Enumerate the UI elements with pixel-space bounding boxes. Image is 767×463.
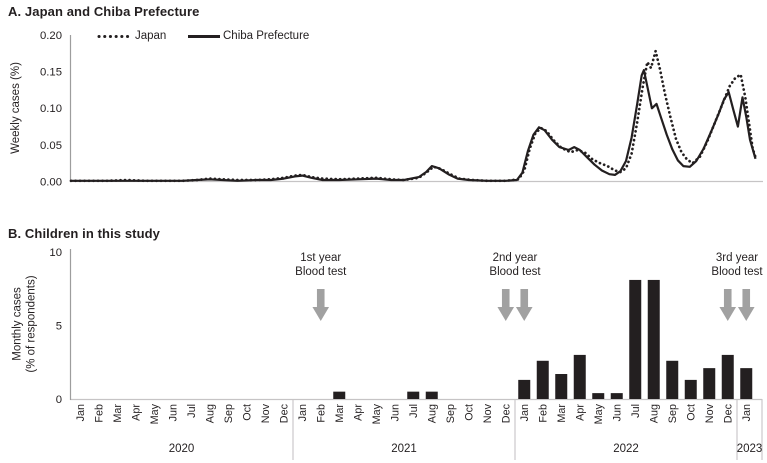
month-tick-label: Feb	[316, 404, 328, 423]
panel-b-y-axis-title-line1: Monthly cases	[11, 287, 24, 361]
panel-b-y-tick-label: 10	[49, 247, 62, 259]
bar-jan-24	[518, 379, 531, 399]
month-tick-label: Nov	[482, 403, 494, 423]
month-tick-label: Apr	[575, 404, 587, 421]
bar-dec-35	[721, 354, 734, 399]
month-tick-label: Sep	[667, 404, 679, 423]
panel-b-y-axis-title-line2: (% of respondents)	[25, 275, 37, 373]
blood-test-annotation-1: 1st year Blood test	[295, 251, 346, 279]
month-tick-label: Jan	[297, 404, 309, 421]
blood-test-arrow-icon	[737, 289, 755, 321]
panel-b-y-tick-label: 0	[56, 394, 62, 406]
panel-a-y-tick-label: 0.20	[40, 30, 62, 42]
month-tick-label: Jun	[612, 404, 624, 421]
chiba-series-line	[71, 69, 757, 182]
month-tick-label: Jul	[408, 404, 420, 418]
month-tick-label: Mar	[112, 404, 124, 423]
month-tick-label: Dec	[279, 403, 291, 423]
blood-test-arrow-icon	[312, 289, 330, 321]
panel-a-y-tick-label: 0.00	[40, 176, 62, 188]
month-tick-label: Mar	[334, 404, 346, 423]
annotation-line2: Blood test	[711, 266, 763, 278]
month-tick-label: Jun	[390, 404, 402, 421]
month-tick-label: Aug	[427, 404, 439, 423]
bar-aug-19	[425, 391, 438, 399]
annotation-line2: Blood test	[489, 266, 541, 278]
panel-a-y-axis-title: Weekly cases (%)	[10, 62, 22, 154]
annotation-line1: 1st year	[300, 252, 342, 264]
year-label: 2022	[613, 443, 639, 455]
blood-test-arrow-icon	[497, 289, 515, 321]
bar-mar-26	[555, 374, 568, 399]
year-label: 2020	[169, 443, 195, 455]
month-tick-label: Nov	[260, 403, 272, 423]
panel-b-title: B. Children in this study	[8, 226, 161, 241]
month-tick-label: Mar	[556, 404, 568, 423]
bar-sep-32	[666, 360, 679, 399]
bar-apr-27	[573, 354, 586, 399]
japan-series-line	[69, 49, 757, 183]
bar-feb-25	[536, 360, 549, 399]
panel-b-y-tick-label: 5	[56, 320, 62, 332]
month-tick-label: Aug	[205, 404, 217, 423]
month-tick-label: Sep	[445, 404, 457, 423]
month-tick-label: Jul	[186, 404, 198, 418]
panel-a-title: A. Japan and Chiba Prefecture	[8, 4, 200, 19]
bar-mar-14	[333, 391, 346, 399]
bar-aug-31	[647, 279, 660, 399]
month-tick-label: Jul	[630, 404, 642, 418]
blood-test-annotation-3: 3rd year Blood test	[711, 251, 762, 279]
bar-oct-33	[684, 379, 697, 399]
annotation-line1: 2nd year	[492, 252, 538, 264]
bar-jul-30	[629, 279, 642, 399]
panel-a-y-tick-label: 0.10	[40, 103, 62, 115]
month-tick-label: Dec	[723, 403, 735, 423]
bar-jun-29	[610, 393, 623, 399]
month-tick-label: Jan	[519, 404, 531, 421]
month-tick-label: Sep	[223, 404, 235, 423]
panel-a-y-tick-label: 0.15	[40, 67, 62, 79]
month-tick-label: Oct	[242, 404, 254, 421]
month-tick-label: Apr	[353, 404, 365, 421]
bar-nov-34	[703, 368, 716, 399]
annotation-line2: Blood test	[295, 266, 347, 278]
annotation-line1: 3rd year	[715, 252, 759, 264]
month-tick-label: Oct	[686, 404, 698, 421]
year-label: 2023	[737, 443, 763, 455]
month-tick-label: May	[593, 403, 605, 424]
month-tick-label: Jun	[168, 404, 180, 421]
month-tick-label: Jan	[741, 404, 753, 421]
bar-jul-18	[407, 391, 420, 399]
year-label: 2021	[391, 443, 417, 455]
legend-label-chiba: Chiba Prefecture	[223, 30, 310, 42]
legend-label-japan: Japan	[135, 30, 167, 42]
bar-may-28	[592, 393, 605, 399]
month-tick-label: Aug	[649, 404, 661, 423]
month-tick-label: May	[371, 403, 383, 424]
bar-jan-36	[740, 368, 753, 399]
blood-test-arrow-icon	[719, 289, 737, 321]
month-tick-label: Feb	[538, 404, 550, 423]
month-tick-label: Oct	[464, 404, 476, 421]
month-tick-label: Jan	[75, 404, 87, 421]
panel-b-y-axis-title: Monthly cases (% of respondents)	[12, 275, 39, 372]
panel-a-y-tick-label: 0.05	[40, 140, 62, 152]
month-tick-label: Nov	[704, 403, 716, 423]
month-tick-label: Apr	[131, 404, 143, 421]
month-tick-label: May	[149, 403, 161, 424]
month-tick-label: Feb	[94, 404, 106, 423]
blood-test-annotation-2: 2nd year Blood test	[489, 251, 540, 279]
blood-test-arrow-icon	[515, 289, 533, 321]
month-tick-label: Dec	[501, 403, 513, 423]
